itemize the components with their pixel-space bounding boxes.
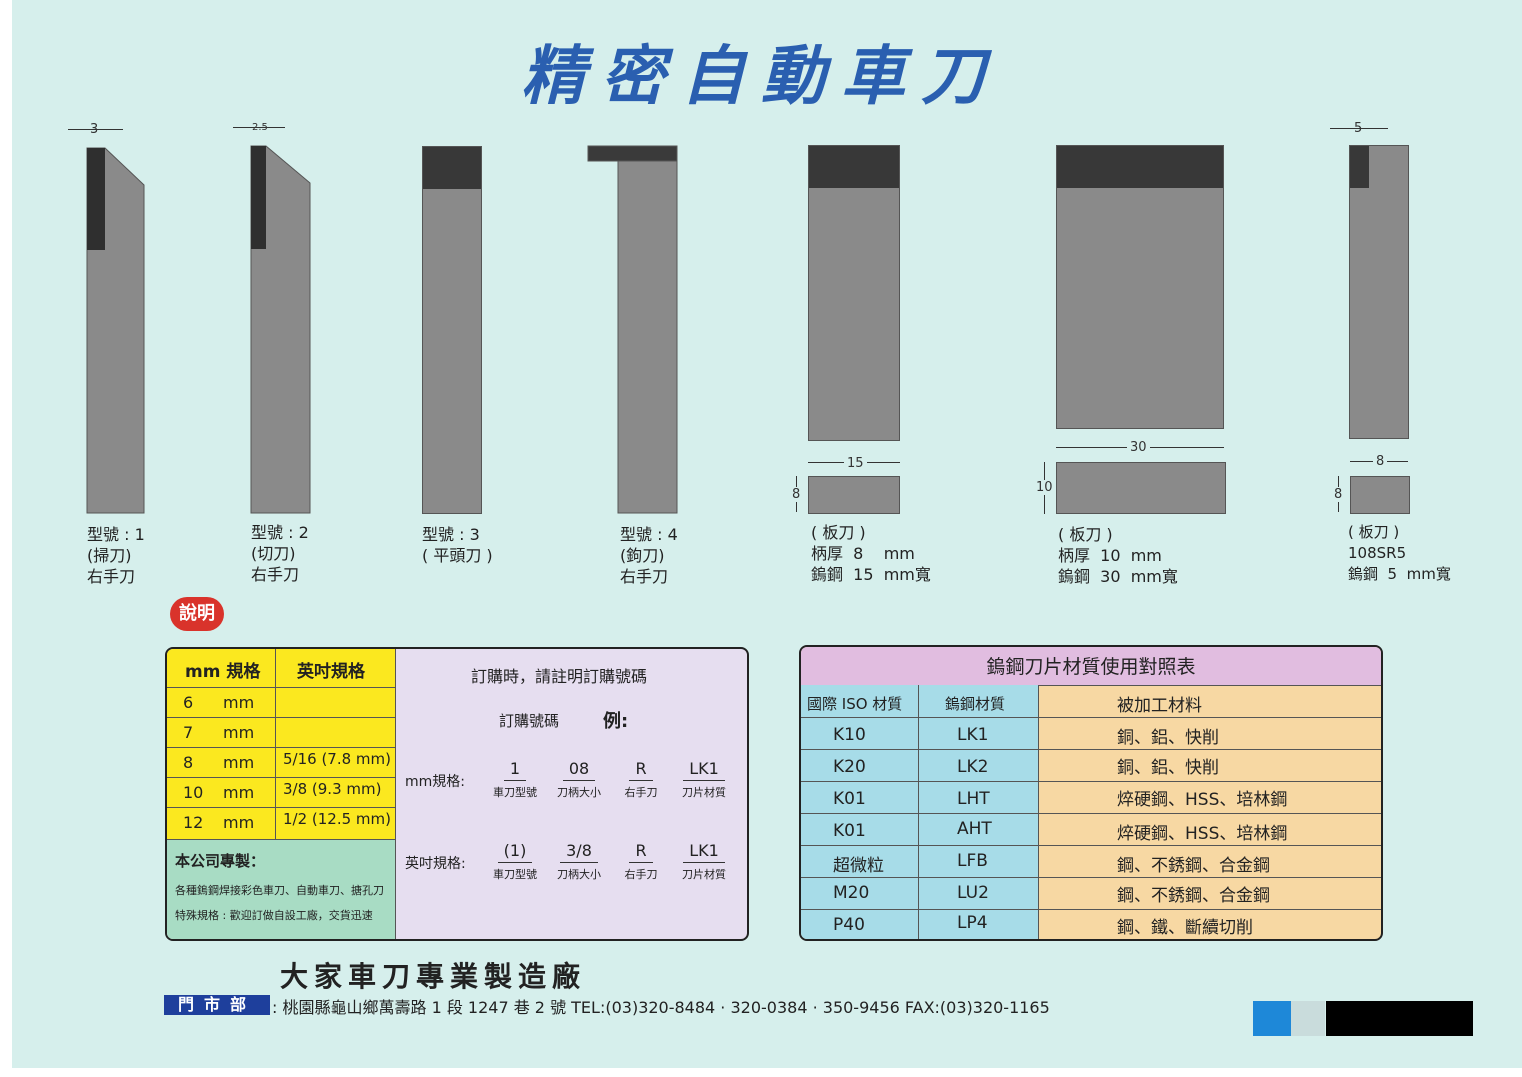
table-row: 6 mm — [167, 687, 395, 718]
company-name: 大家車刀專業製造廠 — [280, 960, 587, 993]
table-row: 12 mm 1/2 (12.5 mm) — [167, 807, 395, 838]
width-dimension: 15 — [844, 456, 867, 471]
redaction-bar — [1326, 1001, 1473, 1036]
table-cell: LK1 — [957, 725, 989, 745]
height-dimension: 8 — [792, 487, 801, 502]
inch-code-hand: R 右手刀 — [624, 841, 658, 881]
company-line-1: 各種鎢鋼焊接彩色車刀、自動車刀、搪孔刀 — [175, 884, 384, 897]
width-dimension: 30 — [1127, 440, 1150, 455]
table-cell: LHT — [957, 789, 990, 809]
tool-5-blade — [808, 145, 900, 441]
tool-2-caption: 型號 : 2 (切刀) 右手刀 — [251, 523, 309, 584]
tool-6-caption: ( 板刀 ) 柄厚 10 mm 鎢鋼 30 mm寬 — [1058, 525, 1178, 586]
table-cell: 鋼、不銹鋼、合金鋼 — [1117, 856, 1270, 876]
table-cell: 超微粒 — [833, 856, 884, 876]
table-cell: LFB — [957, 851, 988, 871]
order-table: mm 規格 英吋規格 6 mm 7 mm 8 mm 5/16 (7.8 mm) … — [165, 647, 749, 941]
mm-code-model: 1 車刀型號 — [493, 759, 537, 799]
material-table-title: 鎢鋼刀片材質使用對照表 — [801, 647, 1381, 686]
company-title: 本公司專製： — [175, 852, 266, 870]
tool-5-section — [808, 476, 900, 514]
table-cell: 鋼、不銹鋼、合金鋼 — [1117, 886, 1270, 906]
mm-header: mm 規格 — [185, 662, 261, 682]
company-note: 本公司專製： 各種鎢鋼焊接彩色車刀、自動車刀、搪孔刀 特殊規格 : 歡迎訂做自設… — [167, 839, 395, 939]
table-cell: 焠硬鋼、HSS、培林鋼 — [1117, 824, 1288, 844]
mm-code-size: 08 刀柄大小 — [557, 759, 601, 799]
height-dimension: 10 — [1036, 480, 1053, 495]
tool-4-blade — [587, 145, 678, 514]
inch-code-model: (1) 車刀型號 — [493, 841, 537, 881]
example-label: 例: — [603, 711, 629, 732]
size-column: mm 規格 英吋規格 6 mm 7 mm 8 mm 5/16 (7.8 mm) … — [167, 649, 395, 839]
height-dimension: 8 — [1334, 487, 1343, 502]
table-cell: AHT — [957, 819, 992, 839]
color-swatch — [1253, 1001, 1291, 1036]
explanation-badge: 說明 — [170, 597, 224, 631]
inch-code-material: LK1 刀片材質 — [682, 841, 726, 881]
tool-7-blade — [1349, 145, 1409, 439]
table-cell: LP4 — [957, 913, 988, 933]
inch-code-size: 3/8 刀柄大小 — [557, 841, 601, 881]
dimension-line — [1330, 128, 1388, 129]
table-cell: 銅、鋁、快削 — [1117, 758, 1219, 778]
inch-header: 英吋規格 — [297, 662, 365, 682]
table-row: 8 mm 5/16 (7.8 mm) — [167, 747, 395, 778]
table-cell: K10 — [833, 725, 866, 745]
tool-5-caption: ( 板刀 ) 柄厚 8 mm 鎢鋼 15 mm寬 — [811, 523, 931, 584]
header-workpiece: 被加工材料 — [1117, 696, 1202, 716]
table-row: 7 mm — [167, 717, 395, 748]
table-cell: K20 — [833, 757, 866, 777]
address-line: : 桃園縣龜山鄉萬壽路 1 段 1247 巷 2 號 TEL:(03)320-8… — [272, 998, 1050, 1017]
table-cell: K01 — [833, 789, 866, 809]
tool-7-section — [1350, 476, 1410, 514]
store-label: 門市部 — [164, 995, 270, 1015]
mm-spec-label: mm規格: — [405, 774, 465, 790]
mm-code-material: LK1 刀片材質 — [682, 759, 726, 799]
company-line-2: 特殊規格 : 歡迎訂做自設工廠，交貨迅速 — [175, 909, 373, 922]
tool-2-blade — [250, 145, 311, 514]
material-table: 鎢鋼刀片材質使用對照表 國際 ISO 材質 鎢鋼材質 被加工材料 K10 LK1… — [799, 645, 1383, 941]
table-row: 10 mm 3/8 (9.3 mm) — [167, 777, 395, 808]
table-cell: 焠硬鋼、HSS、培林鋼 — [1117, 790, 1288, 810]
tool-3-blade — [422, 146, 482, 514]
inch-spec-label: 英吋規格: — [405, 856, 466, 872]
tool-6-blade — [1056, 145, 1224, 429]
table-cell: 鋼、鐵、斷續切削 — [1117, 918, 1253, 938]
tool-7-caption: ( 板刀 ) 108SR5 鎢鋼 5 mm寬 — [1348, 523, 1451, 583]
color-swatch — [1291, 1001, 1325, 1036]
order-number-label: 訂購號碼 — [499, 712, 560, 730]
width-dimension: 8 — [1373, 454, 1388, 469]
mm-code-hand: R 右手刀 — [624, 759, 658, 799]
tool-6-section — [1056, 462, 1226, 514]
dimension-line — [68, 129, 123, 130]
table-cell: K01 — [833, 821, 866, 841]
table-cell: P40 — [833, 915, 865, 935]
tool-3-caption: 型號 : 3 ( 平頭刀 ) — [422, 525, 493, 565]
header-iso: 國際 ISO 材質 — [807, 695, 903, 713]
table-cell: M20 — [833, 883, 870, 903]
tool-4-caption: 型號 : 4 (鉤刀) 右手刀 — [620, 525, 678, 586]
table-cell: LK2 — [957, 757, 989, 777]
table-cell: 銅、鋁、快削 — [1117, 728, 1219, 748]
tool-1-blade — [86, 147, 145, 514]
order-note: 訂購時，請註明訂購號碼 — [471, 667, 648, 686]
header-carbide: 鎢鋼材質 — [945, 695, 1006, 713]
dimension-line — [233, 127, 285, 128]
table-cell: LU2 — [957, 883, 989, 903]
tool-1-caption: 型號 : 1 (掃刀) 右手刀 — [87, 525, 145, 586]
page-title: 精密自動車刀 — [521, 40, 1001, 114]
